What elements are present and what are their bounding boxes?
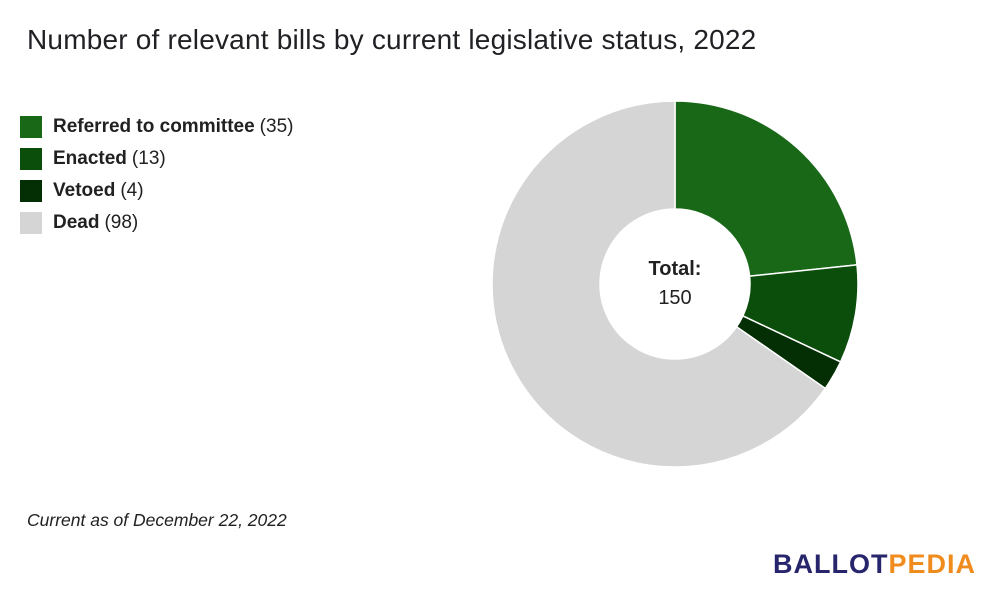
chart-title: Number of relevant bills by current legi… [27,24,757,55]
legend-label: Vetoed [53,180,116,201]
footnote: Current as of December 22, 2022 [27,510,287,530]
legend-swatch [20,116,42,138]
legend-item: Referred to committee (35) [20,111,293,143]
legend-count: (98) [104,212,139,233]
legend-count: (35) [259,116,294,137]
donut-chart: Total: 150 [485,94,865,474]
donut-slice-3 [491,100,827,468]
logo-ballot: BALLOT [772,549,889,579]
legend-swatch [20,180,42,202]
donut-svg [491,100,859,468]
logo-pedia: PEDIA [888,549,976,579]
legend-item: Dead (98) [20,207,293,239]
legend-label: Dead [53,212,100,233]
legend-swatch [20,212,42,234]
legend-label: Enacted [53,148,127,169]
donut-slice-0 [674,100,858,277]
legend-item: Vetoed (4) [20,175,293,207]
legend-count: (4) [120,180,144,201]
ballotpedia-logo: BALLOTPEDIA [773,549,976,580]
legend-swatch [20,148,42,170]
legend: Referred to committee (35) Enacted (13) Ve… [20,111,293,239]
legend-label: Referred to committee [53,116,255,137]
legend-item: Enacted (13) [20,143,293,175]
legend-count: (13) [131,148,166,169]
